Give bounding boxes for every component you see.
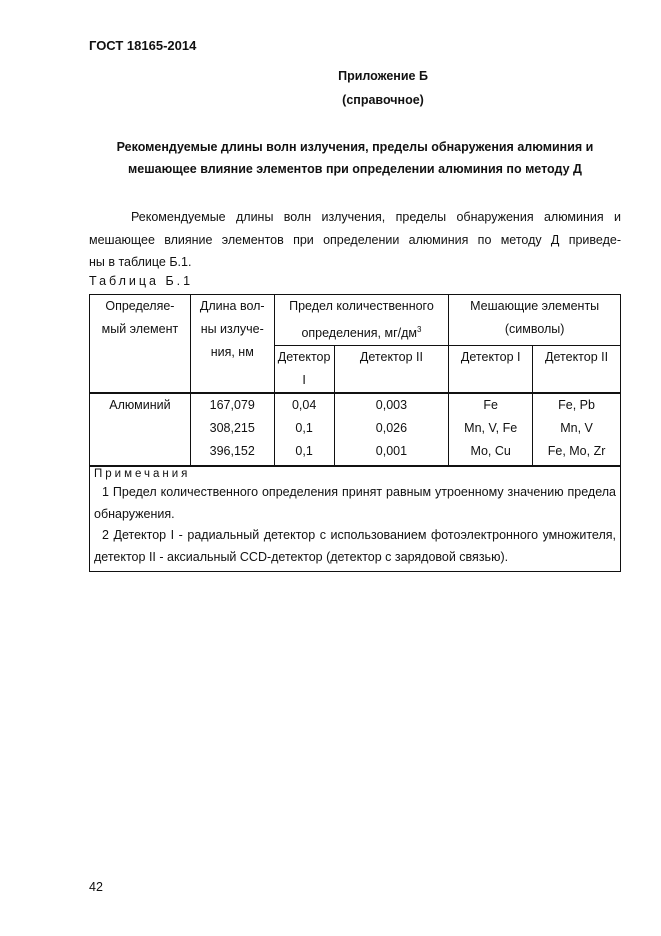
limit2-cell: 0,026 <box>333 417 450 441</box>
limit2-cell: 0,001 <box>333 440 450 468</box>
appendix-subtitle: (справочное) <box>342 93 424 107</box>
inter2-cell: Mn, V <box>532 417 621 441</box>
appendix-title: Приложение Б <box>338 69 428 83</box>
limit1-cell: 0,04 <box>273 392 335 418</box>
note-line: детектор II - аксиальный CCD-детектор (д… <box>94 549 509 564</box>
heading-line: мешающее влияние элементов при определен… <box>128 162 582 176</box>
wavelength-cell: 396,152 <box>189 440 275 468</box>
inter1-cell: Mn, V, Fe <box>448 417 534 441</box>
element-cell: Алюминий <box>89 392 191 468</box>
heading-line: Рекомендуемые длины волн излучения, пред… <box>116 140 594 154</box>
notes-title: Примечания <box>94 468 191 481</box>
paragraph-line: мешающее влияние элементов при определен… <box>89 232 621 247</box>
header-interfering: Мешающие элементы (символы) <box>448 293 621 347</box>
table-row: 396,152 0,1 0,001 Mo, Cu Fe, Mo, Zr <box>90 440 621 468</box>
limit1-cell: 0,1 <box>273 417 335 441</box>
header-limit: Предел количественного определения, мг/дм… <box>273 293 450 347</box>
document-header: ГОСТ 18165-2014 <box>89 38 197 53</box>
table-notes: Примечания 1 Предел количественного опре… <box>89 465 621 573</box>
paragraph-line: Рекомендуемые длины волн излучения, пред… <box>131 210 621 224</box>
appendix-heading: Рекомендуемые длины волн излучения, пред… <box>60 136 650 180</box>
header-element: Определяе-мый элемент <box>89 294 191 395</box>
note-line: обнаружения. <box>94 506 175 521</box>
inter1-cell: Mo, Cu <box>448 440 534 468</box>
wavelength-cell: 167,079 <box>189 392 275 418</box>
paragraph: Рекомендуемые длины волн излучения, пред… <box>89 206 621 274</box>
header-limit-detector2: Детектор II <box>333 345 450 395</box>
table-caption: Таблица Б.1 <box>89 274 194 288</box>
inter1-cell: Fe <box>448 392 534 418</box>
wavelength-cell: 308,215 <box>189 417 275 441</box>
limit1-cell: 0,1 <box>273 440 335 468</box>
note-line: 2 Детектор I - радиальный детектор с исп… <box>102 528 616 543</box>
limit2-cell: 0,003 <box>333 392 450 418</box>
data-table: Определяе-мый элемент Длина вол-ны излуч… <box>89 293 621 573</box>
inter2-cell: Fe, Pb <box>532 392 621 418</box>
header-inter-detector1: Детектор I <box>448 345 534 395</box>
note-line: 1 Предел количественного определения при… <box>102 485 616 500</box>
header-wavelength: Длина вол-ны излуче-ния, нм <box>189 294 275 395</box>
header-limit-detector1: Детектор I <box>273 345 335 395</box>
table-row: Алюминий 167,079 0,04 0,003 Fe Fe, Pb <box>89 392 621 468</box>
paragraph-line: ны в таблице Б.1. <box>89 255 192 269</box>
table-row: 308,215 0,1 0,026 Mn, V, Fe Mn, V <box>90 417 621 441</box>
page-number: 42 <box>89 880 103 894</box>
header-inter-detector2: Детектор II <box>532 345 621 395</box>
inter2-cell: Fe, Mo, Zr <box>532 440 621 468</box>
